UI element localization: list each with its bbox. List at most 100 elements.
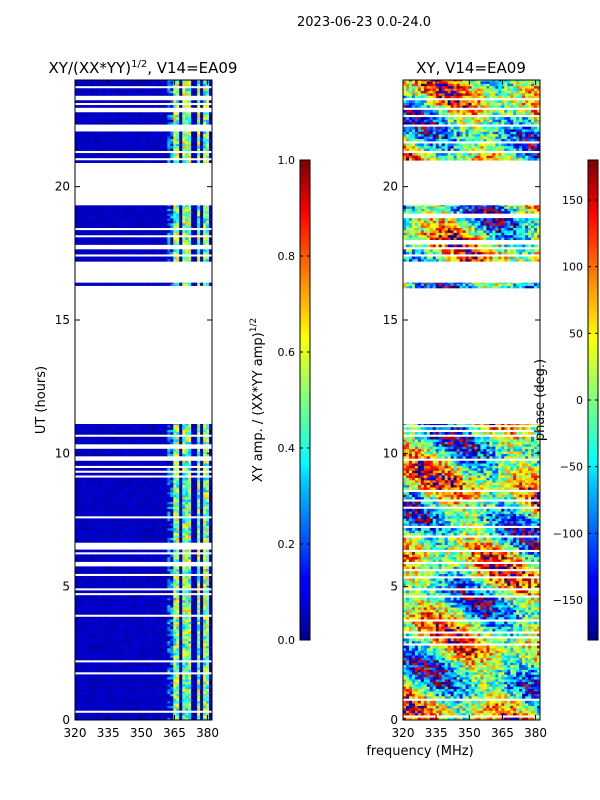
heatmap-cell [137, 494, 142, 498]
heatmap-cell [104, 480, 109, 483]
heatmap-cell [173, 607, 177, 610]
heatmap-cell [101, 657, 106, 661]
heatmap-cell [113, 504, 118, 507]
heatmap-cell [134, 638, 139, 642]
heatmap-cell [119, 436, 124, 440]
heatmap-cell [101, 528, 106, 531]
heatmap-cell [80, 715, 85, 718]
heatmap-cell [149, 504, 154, 507]
heatmap-cell [149, 609, 154, 613]
heatmap-cell [143, 256, 148, 260]
heatmap-row [75, 283, 212, 286]
heatmap-cell [164, 441, 168, 445]
heatmap-cell [194, 424, 198, 428]
heatmap-cell [167, 640, 171, 644]
heatmap-cell [167, 523, 171, 526]
heatmap-cell [104, 612, 109, 615]
heatmap-cell [140, 583, 145, 586]
heatmap-cell [122, 468, 127, 471]
heatmap-cell [113, 604, 118, 608]
heatmap-cell [164, 283, 168, 286]
heatmap-cell [89, 530, 94, 534]
heatmap-cell [203, 487, 207, 490]
heatmap-cell [194, 427, 198, 430]
heatmap-cell [179, 693, 183, 697]
heatmap-cell [170, 681, 174, 685]
heatmap-cell [164, 609, 168, 613]
heatmap-cell [167, 540, 171, 543]
heatmap-cell [83, 576, 88, 579]
heatmap-cell [89, 439, 94, 442]
heatmap-cell [182, 571, 186, 574]
heatmap-cell [200, 676, 204, 680]
heatmap-cell [182, 717, 186, 720]
heatmap-cell [101, 621, 106, 625]
heatmap-cell [116, 655, 121, 658]
heatmap-cell [95, 664, 100, 668]
heatmap-cell [75, 525, 79, 529]
heatmap-cell [158, 460, 162, 464]
heatmap-cell [119, 532, 124, 536]
heatmap-row [75, 650, 212, 654]
heatmap-cell [128, 667, 133, 670]
heatmap-cell [140, 499, 145, 502]
heatmap-cell [113, 492, 118, 495]
heatmap-cell [134, 715, 139, 718]
heatmap-cell [143, 537, 148, 541]
heatmap-cell [176, 480, 180, 483]
heatmap-cell [89, 648, 94, 651]
heatmap-cell [176, 609, 180, 613]
heatmap-cell [209, 681, 212, 685]
heatmap-cell [86, 487, 91, 490]
heatmap-cell [158, 609, 162, 613]
heatmap-cell [179, 645, 183, 649]
heatmap-cell [179, 664, 183, 668]
heatmap-cell [122, 535, 127, 538]
heatmap-cell [197, 494, 201, 498]
heatmap-cell [83, 669, 88, 673]
heatmap-cell [161, 448, 165, 452]
heatmap-cell [125, 662, 130, 666]
heatmap-cell [116, 708, 121, 711]
heatmap-cell [194, 607, 198, 610]
heatmap-cell [128, 518, 133, 522]
heatmap-cell [146, 513, 151, 517]
heatmap-cell [95, 256, 100, 260]
heatmap-cell [128, 463, 133, 466]
heatmap-cell [146, 549, 151, 553]
heatmap-cell [194, 525, 198, 529]
heatmap-cell [152, 494, 157, 498]
heatmap-cell [197, 453, 201, 457]
heatmap-cell [134, 698, 139, 702]
heatmap-cell [92, 679, 97, 682]
heatmap-cell [146, 655, 151, 658]
heatmap-cell [182, 463, 186, 466]
heatmap-cell [167, 492, 171, 495]
heatmap-cell [194, 566, 198, 570]
heatmap-cell [194, 648, 198, 651]
heatmap-cell [110, 662, 115, 666]
heatmap-cell [77, 528, 82, 531]
heatmap-cell [83, 532, 88, 536]
heatmap-cell [89, 511, 94, 514]
heatmap-cell [176, 650, 180, 654]
heatmap-cell [176, 684, 180, 687]
heatmap-cell [116, 583, 121, 586]
heatmap-cell [152, 698, 157, 702]
heatmap-cell [176, 525, 180, 529]
heatmap-cell [113, 652, 118, 656]
heatmap-cell [209, 453, 212, 457]
heatmap-cell [86, 684, 91, 687]
heatmap-cell [110, 496, 115, 500]
heatmap-cell [182, 513, 186, 517]
heatmap-cell [134, 463, 139, 466]
heatmap-cell [176, 424, 180, 428]
heatmap-cell [167, 664, 171, 668]
heatmap-cell [75, 674, 79, 678]
heatmap-cell [119, 657, 124, 661]
heatmap-cell [203, 480, 207, 483]
heatmap-cell [104, 501, 109, 505]
heatmap-cell [179, 609, 183, 613]
heatmap-cell [83, 499, 88, 502]
heatmap-cell [110, 468, 115, 471]
